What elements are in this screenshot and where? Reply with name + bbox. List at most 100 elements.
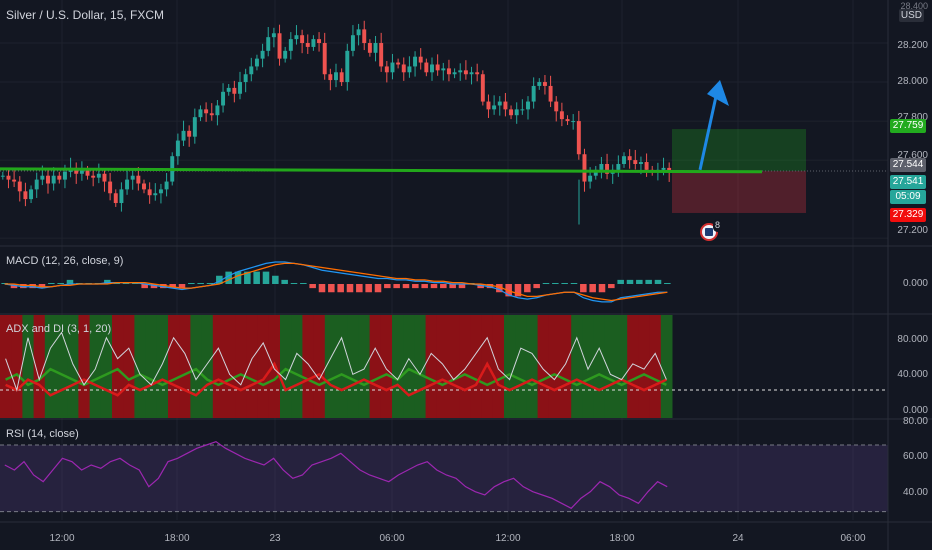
- adx-zone: [56, 315, 68, 418]
- bar-countdown-tag: 05:09: [890, 190, 926, 204]
- flag-icon: [705, 228, 713, 236]
- macd-histogram-bar: [160, 284, 167, 289]
- candle-body: [548, 85, 553, 102]
- candle-body: [638, 162, 643, 164]
- candle-body: [51, 175, 56, 184]
- candle-body: [119, 189, 124, 204]
- rsi-tick: 80.00: [902, 416, 928, 427]
- price-tick: 27.200: [897, 225, 928, 236]
- candle-body: [317, 39, 322, 44]
- time-tick: 18:00: [164, 533, 190, 544]
- candle-body: [266, 37, 271, 51]
- adx-zone: [414, 315, 427, 418]
- adx-zone: [246, 315, 259, 418]
- candle-body: [243, 74, 248, 83]
- macd-histogram-bar: [141, 284, 148, 289]
- adx-line: [5, 331, 667, 392]
- candle-body: [198, 109, 203, 118]
- top-price-tick: 28.400: [900, 1, 928, 11]
- candle-body: [113, 193, 118, 204]
- time-tick: 12:00: [49, 533, 75, 544]
- time-tick: 24: [732, 533, 744, 544]
- candle-body: [125, 179, 130, 190]
- candle-body: [96, 173, 101, 178]
- macd-histogram-bar: [169, 284, 176, 289]
- candle-body: [362, 29, 367, 44]
- rsi-band: [0, 445, 888, 512]
- macd-histogram-bar: [524, 284, 531, 293]
- adx-zone: [492, 315, 505, 418]
- candle-body: [424, 62, 429, 73]
- candle-body: [593, 169, 598, 176]
- candle-body: [379, 43, 384, 67]
- adx-label[interactable]: ADX and DI (3, 1, 20): [6, 323, 112, 335]
- candle-body: [559, 111, 564, 120]
- adx-zone: [280, 315, 292, 418]
- macd-histogram-bar: [57, 283, 64, 284]
- adx-zone: [380, 315, 393, 418]
- support-line: [0, 167, 763, 174]
- macd-histogram-bar: [636, 279, 643, 284]
- candle-body: [486, 101, 491, 110]
- macd-histogram-bar: [38, 284, 46, 289]
- adx-zone: [291, 315, 303, 418]
- candle-body: [271, 33, 276, 38]
- adx-zone: [616, 315, 628, 418]
- rsi-tick: 60.00: [902, 451, 928, 462]
- adx-zone: [89, 315, 102, 418]
- candle-body: [542, 82, 547, 86]
- price-tick: 27.800: [897, 112, 928, 123]
- adx-zone: [33, 315, 46, 418]
- rsi-label[interactable]: RSI (14, close): [6, 428, 79, 440]
- adx-zone: [515, 315, 527, 418]
- macd-histogram-bar: [253, 271, 260, 284]
- currency-label[interactable]: USD: [898, 9, 924, 22]
- candle-body: [12, 179, 17, 182]
- price-tick: 28.000: [897, 76, 928, 87]
- candle-body: [192, 117, 197, 137]
- candle-body: [232, 87, 237, 94]
- price-tick: 28.200: [897, 40, 928, 51]
- signal-line: [4, 262, 668, 302]
- candle-body: [153, 193, 158, 196]
- macd-histogram-bar: [20, 284, 27, 289]
- event-count-badge: 8: [713, 219, 723, 232]
- time-tick: 12:00: [495, 533, 521, 544]
- macd-histogram-bar: [29, 284, 36, 289]
- macd-histogram-bar: [412, 284, 419, 289]
- adx-zone: [22, 315, 35, 418]
- candle-body: [497, 101, 502, 106]
- adx-zone: [324, 315, 337, 418]
- forecast-arrow-shaft: [698, 91, 719, 171]
- macd-histogram-bar: [496, 284, 503, 293]
- macd-histogram-bar: [458, 284, 466, 289]
- macd-label[interactable]: MACD (12, 26, close, 9): [6, 255, 124, 267]
- candle-body: [300, 35, 305, 44]
- candle-body: [458, 70, 463, 73]
- candle-body: [102, 173, 107, 182]
- candle-body: [441, 68, 446, 71]
- symbol-title[interactable]: Silver / U.S. Dollar, 15, FXCM: [6, 8, 165, 22]
- candle-body: [633, 160, 638, 164]
- adx-zone: [425, 315, 438, 418]
- candle-body: [475, 72, 480, 75]
- adx-zone: [660, 315, 673, 418]
- macd-histogram-bar: [10, 284, 18, 289]
- candle-body: [322, 43, 327, 75]
- candle-body: [260, 50, 265, 59]
- candle-body: [209, 113, 214, 116]
- macd-histogram-bar: [542, 283, 550, 284]
- adx-zone: [448, 315, 460, 418]
- macd-histogram-bar: [402, 284, 410, 289]
- candle-body: [29, 189, 34, 200]
- candle-body: [413, 56, 418, 67]
- macd-histogram-bar: [113, 283, 120, 284]
- adx-zone: [78, 315, 91, 418]
- candle-body: [509, 109, 514, 116]
- last-price-tag: 27.544: [890, 158, 926, 172]
- candle-body: [435, 64, 440, 71]
- adx-zone: [604, 315, 617, 418]
- candle-body: [6, 175, 11, 180]
- candle-body: [576, 121, 581, 155]
